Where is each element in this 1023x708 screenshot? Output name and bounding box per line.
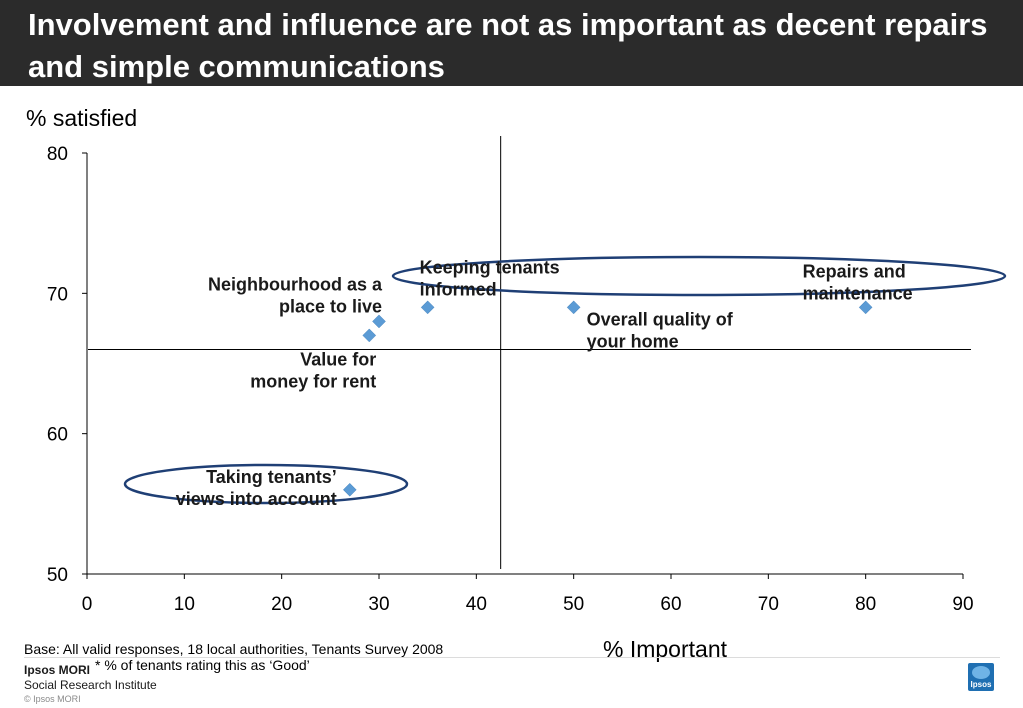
footer-divider — [24, 657, 1000, 658]
data-point-marker — [372, 314, 386, 329]
data-point-marker — [858, 300, 873, 315]
ipsos-logo: Ipsos — [968, 663, 994, 691]
data-point-label-line: Neighbourhood as a — [208, 274, 383, 294]
data-point-label-line: money for rent — [250, 371, 376, 391]
x-tick-label: 20 — [271, 594, 292, 615]
footnote: * % of tenants rating this as ‘Good’ — [95, 657, 310, 673]
data-point-label-line: views into account — [176, 489, 337, 509]
brand-subtitle: Social Research Institute — [24, 678, 157, 692]
x-tick-label: 0 — [82, 594, 93, 615]
copyright: © Ipsos MORI — [24, 694, 81, 704]
x-tick-label: 80 — [855, 594, 876, 615]
x-tick-label: 40 — [466, 594, 487, 615]
y-tick-label: 60 — [47, 425, 68, 446]
slide-title: Involvement and influence are not as imp… — [28, 7, 988, 84]
data-point-label-line: Overall quality of — [587, 309, 734, 329]
x-tick-label: 60 — [660, 594, 681, 615]
data-point-label: Taking tenants’ views into account — [176, 467, 337, 509]
title-bar: Involvement and influence are not as imp… — [0, 0, 1023, 86]
data-point-label: Value for money for rent — [250, 349, 376, 391]
data-point-label-line: Repairs and — [803, 261, 906, 281]
data-point-label: Keeping tenants informed — [420, 257, 560, 299]
base-note: Base: All valid responses, 18 local auth… — [24, 641, 444, 657]
data-point-label-line: your home — [587, 331, 679, 351]
x-tick-label: 50 — [563, 594, 584, 615]
data-point-label: Repairs and maintenance — [803, 261, 913, 303]
y-axis-label: % satisfied — [26, 105, 137, 131]
data-point-marker — [566, 300, 581, 315]
y-tick-label: 50 — [47, 565, 68, 586]
data-point-label: Overall quality of your home — [587, 309, 734, 351]
data-point-marker — [342, 482, 357, 497]
x-tick-label: 70 — [758, 594, 779, 615]
data-point-label-line: Keeping tenants — [420, 257, 560, 277]
x-tick-label: 30 — [368, 594, 389, 615]
data-point-label: Neighbourhood as a place to live — [208, 274, 383, 316]
data-point-label-line: maintenance — [803, 283, 913, 303]
y-tick-label: 70 — [47, 284, 68, 305]
data-point-marker — [420, 300, 435, 315]
data-point-label-line: informed — [420, 279, 497, 299]
data-point-label-line: Taking tenants’ — [206, 467, 337, 487]
x-axis-label: % Important — [603, 636, 728, 662]
data-point-marker — [362, 328, 377, 343]
x-tick-label: 10 — [174, 594, 195, 615]
highlight-ellipse-top — [391, 255, 1007, 297]
logo-text: Ipsos — [970, 680, 992, 689]
x-tick-label: 90 — [952, 594, 973, 615]
highlight-ellipse-bottom — [123, 463, 409, 505]
y-tick-label: 80 — [47, 144, 68, 165]
data-point-label-line: Value for — [300, 349, 376, 369]
data-point-label-line: place to live — [279, 296, 382, 316]
brand-name: Ipsos MORI — [24, 663, 91, 677]
